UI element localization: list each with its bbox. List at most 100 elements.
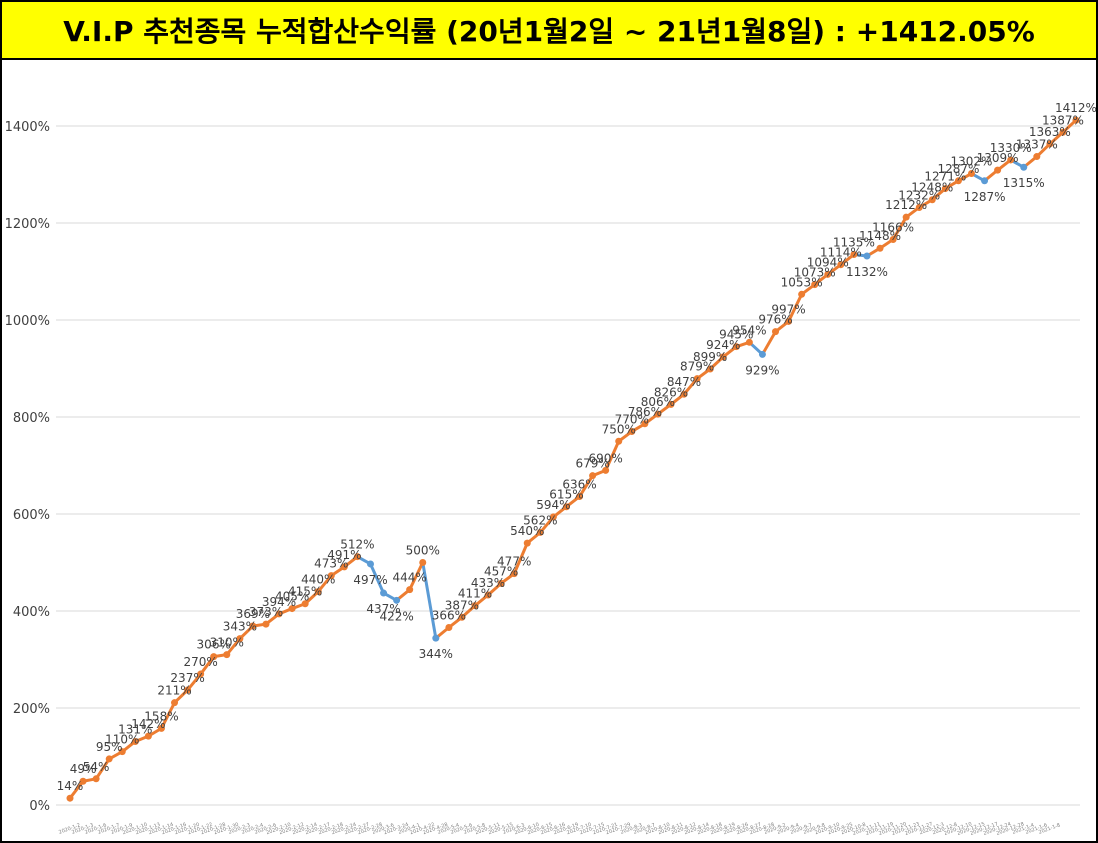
data-point bbox=[523, 539, 531, 547]
data-point bbox=[732, 343, 740, 351]
data-point bbox=[1007, 156, 1015, 164]
data-label: 1135% bbox=[833, 236, 875, 250]
data-point bbox=[497, 579, 505, 587]
data-point bbox=[327, 572, 335, 580]
data-label: 473% bbox=[314, 557, 348, 571]
data-point bbox=[118, 748, 126, 756]
data-point bbox=[223, 651, 231, 659]
data-point bbox=[876, 244, 884, 252]
data-label: 1337% bbox=[1016, 138, 1058, 152]
data-label: 1287% bbox=[937, 162, 979, 176]
data-label: 1302% bbox=[951, 155, 993, 169]
data-point bbox=[772, 328, 780, 336]
data-point bbox=[262, 620, 270, 628]
data-label: 1094% bbox=[807, 255, 849, 269]
data-label: 457% bbox=[484, 564, 518, 578]
series-segment bbox=[578, 474, 595, 499]
data-label: 1363% bbox=[1029, 125, 1071, 139]
data-point bbox=[719, 353, 727, 361]
data-label: 394% bbox=[262, 595, 296, 609]
data-point bbox=[536, 528, 544, 536]
data-label: 750% bbox=[602, 422, 636, 436]
data-label: 433% bbox=[471, 576, 505, 590]
data-point bbox=[275, 610, 283, 618]
data-label: 270% bbox=[183, 655, 217, 669]
data-point bbox=[471, 602, 479, 610]
data-point bbox=[680, 390, 688, 398]
data-label: 49% bbox=[70, 762, 97, 776]
data-point bbox=[576, 493, 584, 501]
data-label: 1073% bbox=[794, 266, 836, 280]
data-point bbox=[301, 600, 309, 608]
data-label: 415% bbox=[288, 585, 322, 599]
data-point bbox=[850, 251, 858, 259]
data-label: 444% bbox=[393, 571, 427, 585]
data-point bbox=[144, 732, 152, 740]
data-point bbox=[393, 596, 401, 604]
data-point bbox=[824, 270, 832, 278]
data-point bbox=[92, 775, 100, 783]
data-point bbox=[837, 261, 845, 269]
data-point bbox=[628, 428, 636, 436]
data-point bbox=[928, 196, 936, 204]
data-point bbox=[915, 203, 923, 211]
data-point bbox=[157, 724, 165, 732]
data-label: 344% bbox=[419, 647, 453, 661]
data-point bbox=[562, 503, 570, 511]
data-point bbox=[706, 365, 714, 373]
data-point bbox=[967, 170, 975, 178]
data-point bbox=[902, 213, 910, 221]
series-segment bbox=[94, 757, 111, 781]
data-label: 158% bbox=[144, 709, 178, 723]
series-segment bbox=[787, 292, 804, 323]
data-label: 1132% bbox=[846, 265, 888, 279]
data-point bbox=[210, 653, 218, 661]
data-point bbox=[1046, 140, 1054, 148]
series-segment bbox=[512, 541, 529, 576]
data-label: 142% bbox=[131, 717, 165, 731]
data-label: 636% bbox=[562, 478, 596, 492]
data-label: 95% bbox=[96, 740, 123, 754]
data-label: 1315% bbox=[1003, 176, 1045, 190]
data-point bbox=[549, 513, 557, 521]
data-label: 1387% bbox=[1042, 113, 1084, 127]
data-point bbox=[340, 563, 348, 571]
data-point bbox=[981, 177, 989, 185]
data-point bbox=[994, 166, 1002, 174]
series-segment bbox=[760, 330, 778, 356]
data-label: 847% bbox=[667, 375, 701, 389]
y-tick-label: 600% bbox=[13, 508, 50, 523]
data-label: 1114% bbox=[820, 246, 862, 260]
data-label: 899% bbox=[693, 350, 727, 364]
data-label: 343% bbox=[223, 620, 257, 634]
data-point bbox=[693, 375, 701, 383]
data-point bbox=[249, 622, 257, 630]
data-label: 594% bbox=[536, 498, 570, 512]
data-label: 562% bbox=[523, 513, 557, 527]
data-label: 1309% bbox=[977, 151, 1019, 165]
data-label: 786% bbox=[628, 405, 662, 419]
data-point bbox=[131, 737, 139, 745]
series-segment bbox=[421, 561, 438, 640]
data-point bbox=[758, 350, 766, 358]
data-point bbox=[785, 317, 793, 325]
data-point bbox=[510, 570, 518, 578]
data-label: 1271% bbox=[924, 170, 966, 184]
data-label: 131% bbox=[118, 722, 152, 736]
series-segment bbox=[604, 439, 621, 472]
data-label: 1232% bbox=[898, 188, 940, 202]
data-point bbox=[798, 290, 806, 298]
y-tick-label: 400% bbox=[13, 605, 50, 620]
data-label: 477% bbox=[497, 555, 531, 569]
data-point bbox=[1059, 128, 1067, 136]
y-tick-label: 1200% bbox=[5, 217, 50, 232]
data-label: 366% bbox=[432, 608, 466, 622]
data-point bbox=[314, 588, 322, 596]
series-segment bbox=[408, 561, 425, 592]
data-point bbox=[366, 560, 374, 568]
data-label: 306% bbox=[197, 638, 231, 652]
data-label: 422% bbox=[379, 609, 413, 623]
data-point bbox=[458, 613, 466, 621]
data-label: 411% bbox=[458, 587, 492, 601]
